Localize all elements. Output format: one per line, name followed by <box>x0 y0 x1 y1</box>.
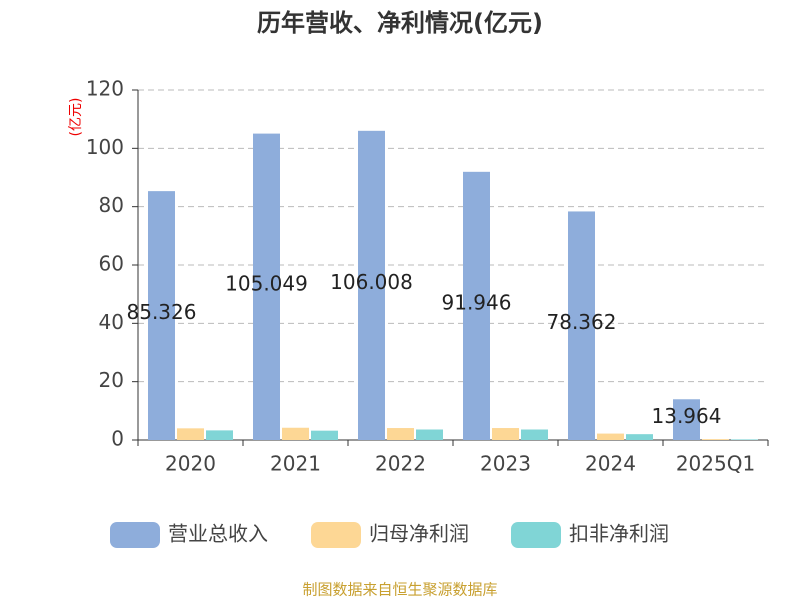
bar <box>597 433 624 440</box>
bar <box>311 430 338 440</box>
legend-label: 扣非净利润 <box>569 522 669 546</box>
bar <box>492 428 519 440</box>
x-tick-label: 2025Q1 <box>676 452 755 476</box>
bar <box>416 429 443 440</box>
bar <box>177 428 204 440</box>
y-axis-label: (亿元) <box>68 98 84 137</box>
bar <box>702 439 729 440</box>
source-note: 制图数据来自恒生聚源数据库 <box>302 581 497 599</box>
y-tick-label: 40 <box>99 310 124 334</box>
bar <box>731 439 758 440</box>
legend-swatch <box>110 522 160 548</box>
value-label: 13.964 <box>652 404 722 428</box>
x-tick-label: 2020 <box>165 452 216 476</box>
y-tick-label: 120 <box>86 77 124 101</box>
bar <box>673 399 700 440</box>
bar <box>626 434 653 440</box>
y-tick-label: 80 <box>99 193 124 217</box>
y-tick-label: 0 <box>111 427 124 451</box>
y-tick-label: 60 <box>99 252 124 276</box>
value-label: 78.362 <box>547 310 617 334</box>
x-tick-label: 2021 <box>270 452 321 476</box>
value-label: 106.008 <box>330 270 413 294</box>
bar <box>358 130 385 440</box>
bar <box>253 133 280 440</box>
bar <box>387 428 414 440</box>
value-label: 105.049 <box>225 271 308 295</box>
bar <box>282 427 309 440</box>
legend-label: 营业总收入 <box>168 522 268 546</box>
x-tick-label: 2024 <box>585 452 636 476</box>
legend-label: 归母净利润 <box>369 522 469 546</box>
bar <box>463 171 490 441</box>
chart-title: 历年营收、净利情况(亿元) <box>257 9 543 37</box>
bar <box>521 429 548 440</box>
x-tick-label: 2023 <box>480 452 531 476</box>
value-label: 85.326 <box>127 300 197 324</box>
y-tick-label: 100 <box>86 135 124 159</box>
bar <box>568 211 595 440</box>
y-tick-label: 20 <box>99 368 124 392</box>
x-tick-label: 2022 <box>375 452 426 476</box>
bar <box>148 191 175 440</box>
value-label: 91.946 <box>442 290 512 314</box>
legend-swatch <box>311 522 361 548</box>
legend-swatch <box>511 522 561 548</box>
bar <box>206 430 233 440</box>
